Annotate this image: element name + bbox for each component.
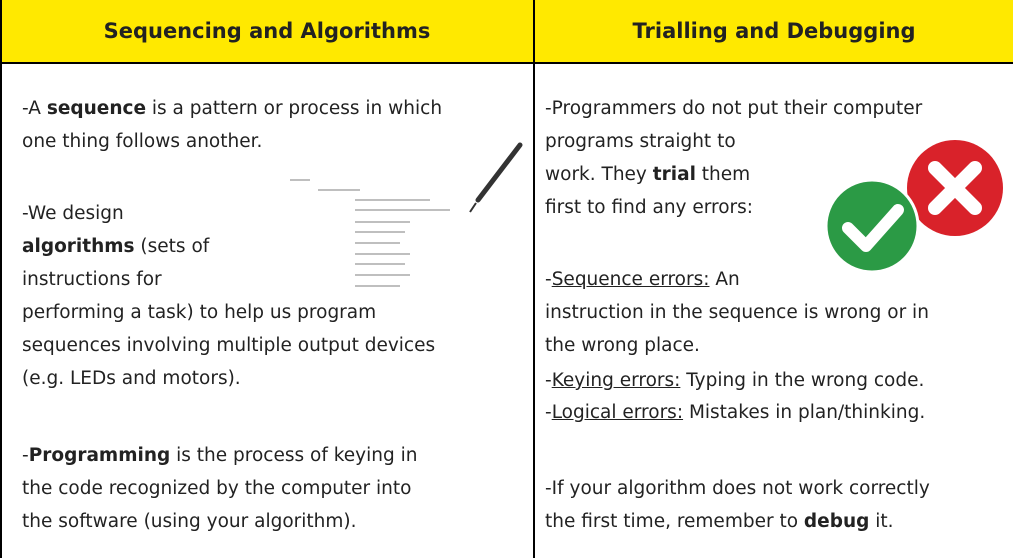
text-line: -Logical errors: Mistakes in plan/thinki… bbox=[545, 396, 925, 429]
bold-term: debug bbox=[803, 511, 870, 532]
bold-term: Programming bbox=[28, 445, 171, 466]
paragraph: -Programming is the process of keying in… bbox=[22, 439, 417, 538]
text-run: -A bbox=[22, 98, 47, 119]
text-line: algorithms (sets of bbox=[22, 230, 435, 263]
text-line: -Programming is the process of keying in bbox=[22, 439, 417, 472]
text-run: -We design bbox=[22, 203, 124, 224]
column-divider bbox=[533, 0, 535, 558]
text-run: performing a task) to help us program bbox=[22, 302, 377, 323]
text-run: - bbox=[22, 445, 29, 466]
text-line: one thing follows another. bbox=[22, 125, 442, 158]
text-run: them bbox=[695, 164, 751, 185]
text-run: is a pattern or process in which bbox=[146, 98, 443, 119]
pen-icon bbox=[469, 142, 523, 213]
column-heading: Sequencing and Algorithms bbox=[1, 0, 533, 62]
bold-term: algorithms bbox=[22, 236, 135, 257]
paragraph: -Sequence errors: An instruction in the s… bbox=[545, 263, 929, 362]
text-run: work. They bbox=[545, 164, 653, 185]
text-run: the first time, remember to bbox=[545, 511, 804, 532]
text-run: one thing follows another. bbox=[22, 131, 263, 152]
text-line: -We design bbox=[22, 197, 435, 230]
text-run: - bbox=[545, 402, 552, 423]
bold-term: trial bbox=[652, 164, 696, 185]
border bbox=[0, 0, 2, 558]
text-line: performing a task) to help us program bbox=[22, 296, 435, 329]
text-line: -Sequence errors: An bbox=[545, 263, 929, 296]
text-line: -A sequence is a pattern or process in w… bbox=[22, 92, 442, 125]
text-run: Typing in the wrong code. bbox=[680, 370, 925, 391]
underlined-term: Keying errors: bbox=[551, 370, 681, 391]
text-line: the code recognized by the computer into bbox=[22, 472, 417, 505]
paragraph: -We design algorithms (sets of instruction… bbox=[22, 197, 435, 395]
text-run: sequences involving multiple output devi… bbox=[22, 335, 436, 356]
text-line: the software (using your algorithm). bbox=[22, 505, 417, 538]
bold-term: sequence bbox=[46, 98, 147, 119]
text-line: programs straight to bbox=[545, 125, 922, 158]
text-run: instruction in the sequence is wrong or … bbox=[545, 302, 929, 323]
text-line: -Programmers do not put their computer bbox=[545, 92, 922, 125]
text-run: is the process of keying in bbox=[170, 445, 418, 466]
pseudocode-sheet bbox=[290, 179, 450, 287]
text-line: -If your algorithm does not work correct… bbox=[545, 472, 930, 505]
text-run: (e.g. LEDs and motors). bbox=[22, 368, 241, 389]
text-run: the code recognized by the computer into bbox=[22, 478, 412, 499]
text-line: the first time, remember to debug it. bbox=[545, 505, 930, 538]
check-icon bbox=[824, 178, 920, 274]
text-line: first to find any errors: bbox=[545, 191, 922, 224]
text-run: programs straight to bbox=[545, 131, 736, 152]
header-rule bbox=[0, 62, 1013, 64]
cross-icon bbox=[907, 140, 1003, 236]
text-line: work. They trial them bbox=[545, 158, 922, 191]
underlined-term: Logical errors: bbox=[551, 402, 684, 423]
paragraph: -A sequence is a pattern or process in w… bbox=[22, 92, 442, 158]
text-run: - bbox=[545, 370, 552, 391]
text-line: (e.g. LEDs and motors). bbox=[22, 362, 435, 395]
text-line: instruction in the sequence is wrong or … bbox=[545, 296, 929, 329]
text-run: the software (using your algorithm). bbox=[22, 511, 357, 532]
text-run: the wrong place. bbox=[545, 335, 700, 356]
text-run: Mistakes in plan/thinking. bbox=[683, 402, 926, 423]
text-run: instructions for bbox=[22, 269, 162, 290]
underlined-term: Sequence errors: bbox=[551, 269, 710, 290]
text-run: - bbox=[545, 269, 552, 290]
paragraph: -Keying errors: Typing in the wrong code… bbox=[545, 364, 924, 397]
text-line: the wrong place. bbox=[545, 329, 929, 362]
text-run: it. bbox=[869, 511, 894, 532]
text-line: -Keying errors: Typing in the wrong code… bbox=[545, 364, 924, 397]
text-run: -Programmers do not put their computer bbox=[545, 98, 923, 119]
text-run: (sets of bbox=[134, 236, 210, 257]
text-run: -If your algorithm does not work correct… bbox=[545, 478, 930, 499]
text-run: An bbox=[709, 269, 740, 290]
text-run: first to find any errors: bbox=[545, 197, 754, 218]
column-heading: Trialling and Debugging bbox=[535, 0, 1013, 62]
text-line: sequences involving multiple output devi… bbox=[22, 329, 435, 362]
paragraph: -Programmers do not put their computer pr… bbox=[545, 92, 922, 224]
text-line: instructions for bbox=[22, 263, 435, 296]
paragraph: -Logical errors: Mistakes in plan/thinki… bbox=[545, 396, 925, 429]
paragraph: -If your algorithm does not work correct… bbox=[545, 472, 930, 538]
